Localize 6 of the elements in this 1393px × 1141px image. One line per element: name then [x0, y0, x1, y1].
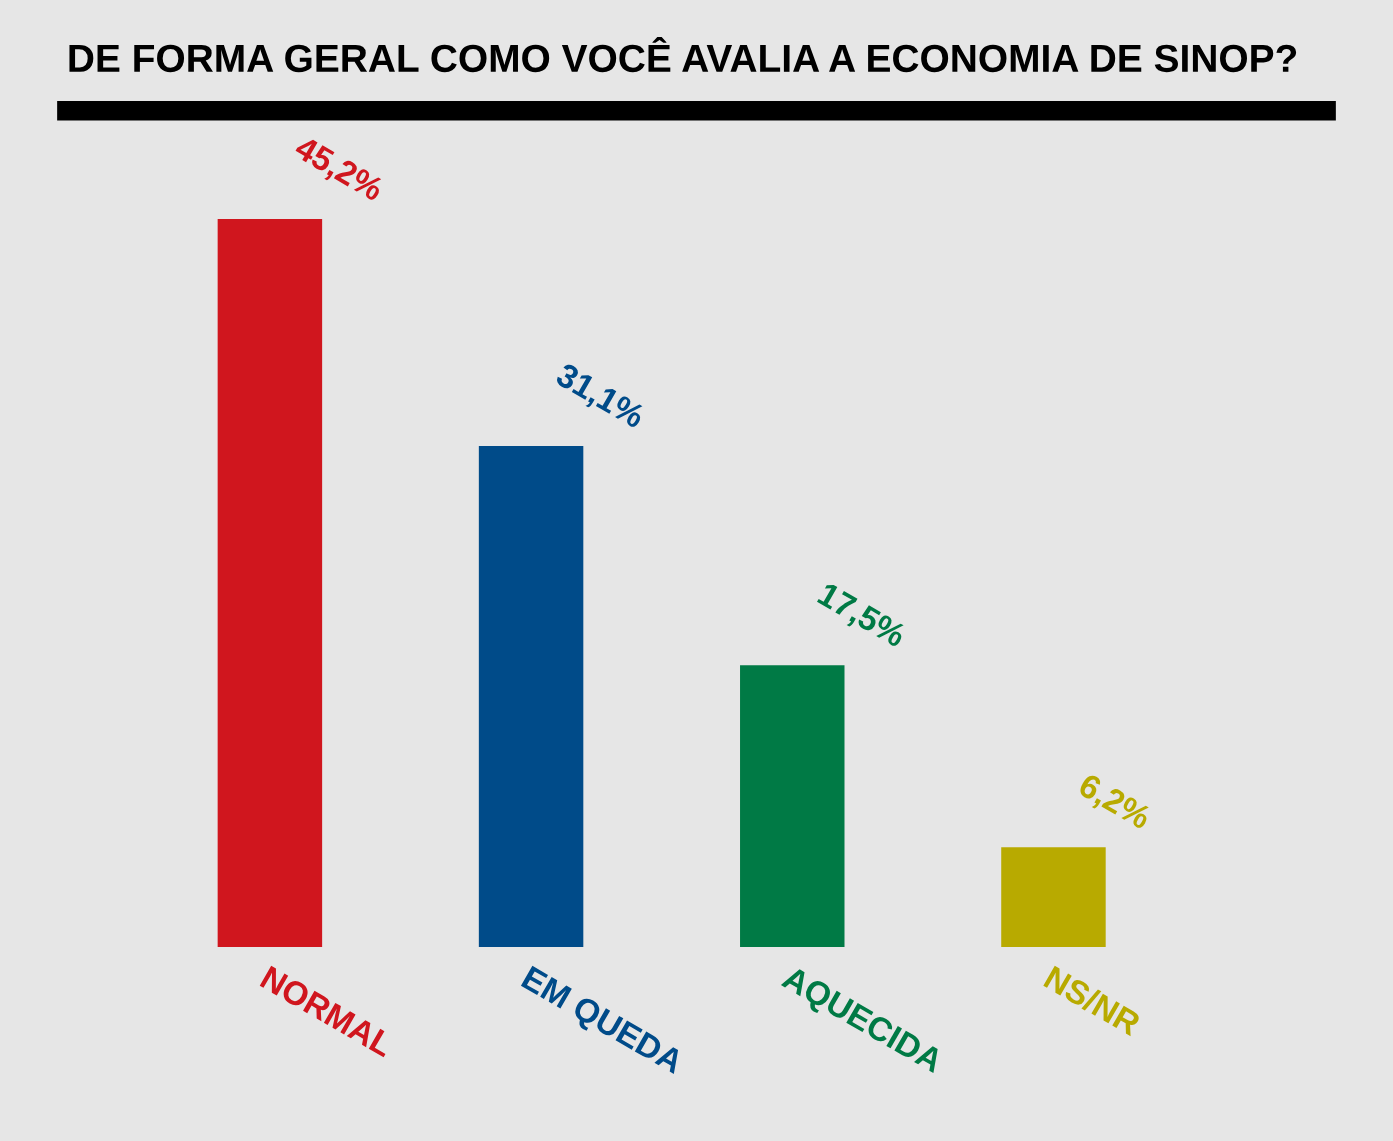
data-label: 6,2% — [1074, 772, 1154, 835]
chart-title: DE FORMA GERAL COMO VOCÊ AVALIA A ECONOMIA DE SINOP? — [69, 36, 1297, 73]
bar — [478, 446, 584, 948]
bar — [1001, 847, 1106, 948]
bar — [740, 665, 845, 948]
bar — [217, 218, 323, 948]
